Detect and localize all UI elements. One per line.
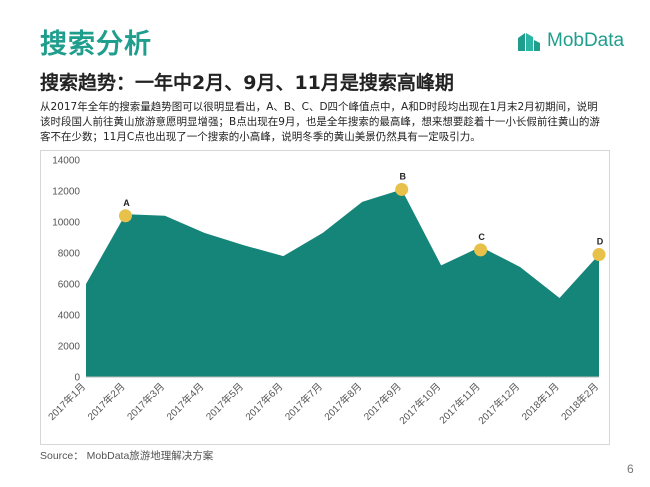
x-tick-label: 2017年5月 (203, 380, 246, 423)
peak-marker (592, 248, 606, 262)
y-tick-label: 2000 (58, 342, 81, 353)
peak-label: B (399, 171, 406, 181)
peak-marker (395, 182, 409, 196)
x-tick-label: 2017年6月 (242, 380, 285, 423)
logo: MobData (516, 30, 624, 52)
x-tick-label: 2017年4月 (164, 380, 207, 423)
x-tick-label: 2017年7月 (282, 380, 325, 423)
y-tick-label: 12000 (52, 187, 80, 198)
building-logo-icon (518, 33, 540, 51)
peak-label: C (478, 232, 485, 242)
source-note: Source： MobData旅游地理解决方案 (40, 450, 214, 462)
x-tick-label: 2017年2月 (85, 380, 128, 423)
x-tick-label: 2018年1月 (519, 380, 562, 423)
search-trend-chart: 020004000600080001000012000140002017年1月2… (45, 156, 606, 427)
logo-text: MobData (547, 30, 625, 51)
y-tick-label: 14000 (52, 156, 80, 167)
x-tick-label: 2017年9月 (361, 380, 404, 423)
y-tick-label: 10000 (52, 218, 80, 229)
x-tick-label: 2017年1月 (45, 380, 88, 423)
x-tick-label: 2017年8月 (321, 380, 364, 423)
peak-label: A (123, 198, 130, 208)
x-tick-label: 2018年2月 (558, 380, 601, 423)
y-tick-label: 6000 (58, 280, 81, 291)
x-tick-label: 2017年12月 (475, 380, 522, 427)
description-text: 从2017年全年的搜索量趋势图可以很明显看出，A、B、C、D四个峰值点中，A和D… (40, 101, 600, 143)
section-subtitle: 搜索趋势：一年中2月、9月、11月是搜索高峰期 (40, 72, 454, 94)
page-number: 6 (627, 462, 634, 476)
peak-marker (118, 209, 132, 223)
peak-marker (474, 243, 488, 257)
page-title: 搜索分析 (40, 29, 152, 60)
x-tick-label: 2017年3月 (124, 380, 167, 423)
x-tick-label: 2017年10月 (396, 380, 443, 427)
area-series (86, 189, 599, 377)
y-tick-label: 0 (74, 373, 80, 384)
peak-label: D (597, 237, 604, 247)
y-tick-label: 8000 (58, 249, 81, 260)
y-tick-label: 4000 (58, 311, 81, 322)
chart-frame: 0 2000 4000 6000 8000 10000 12000 14000 2017年1月 2… (40, 150, 610, 445)
